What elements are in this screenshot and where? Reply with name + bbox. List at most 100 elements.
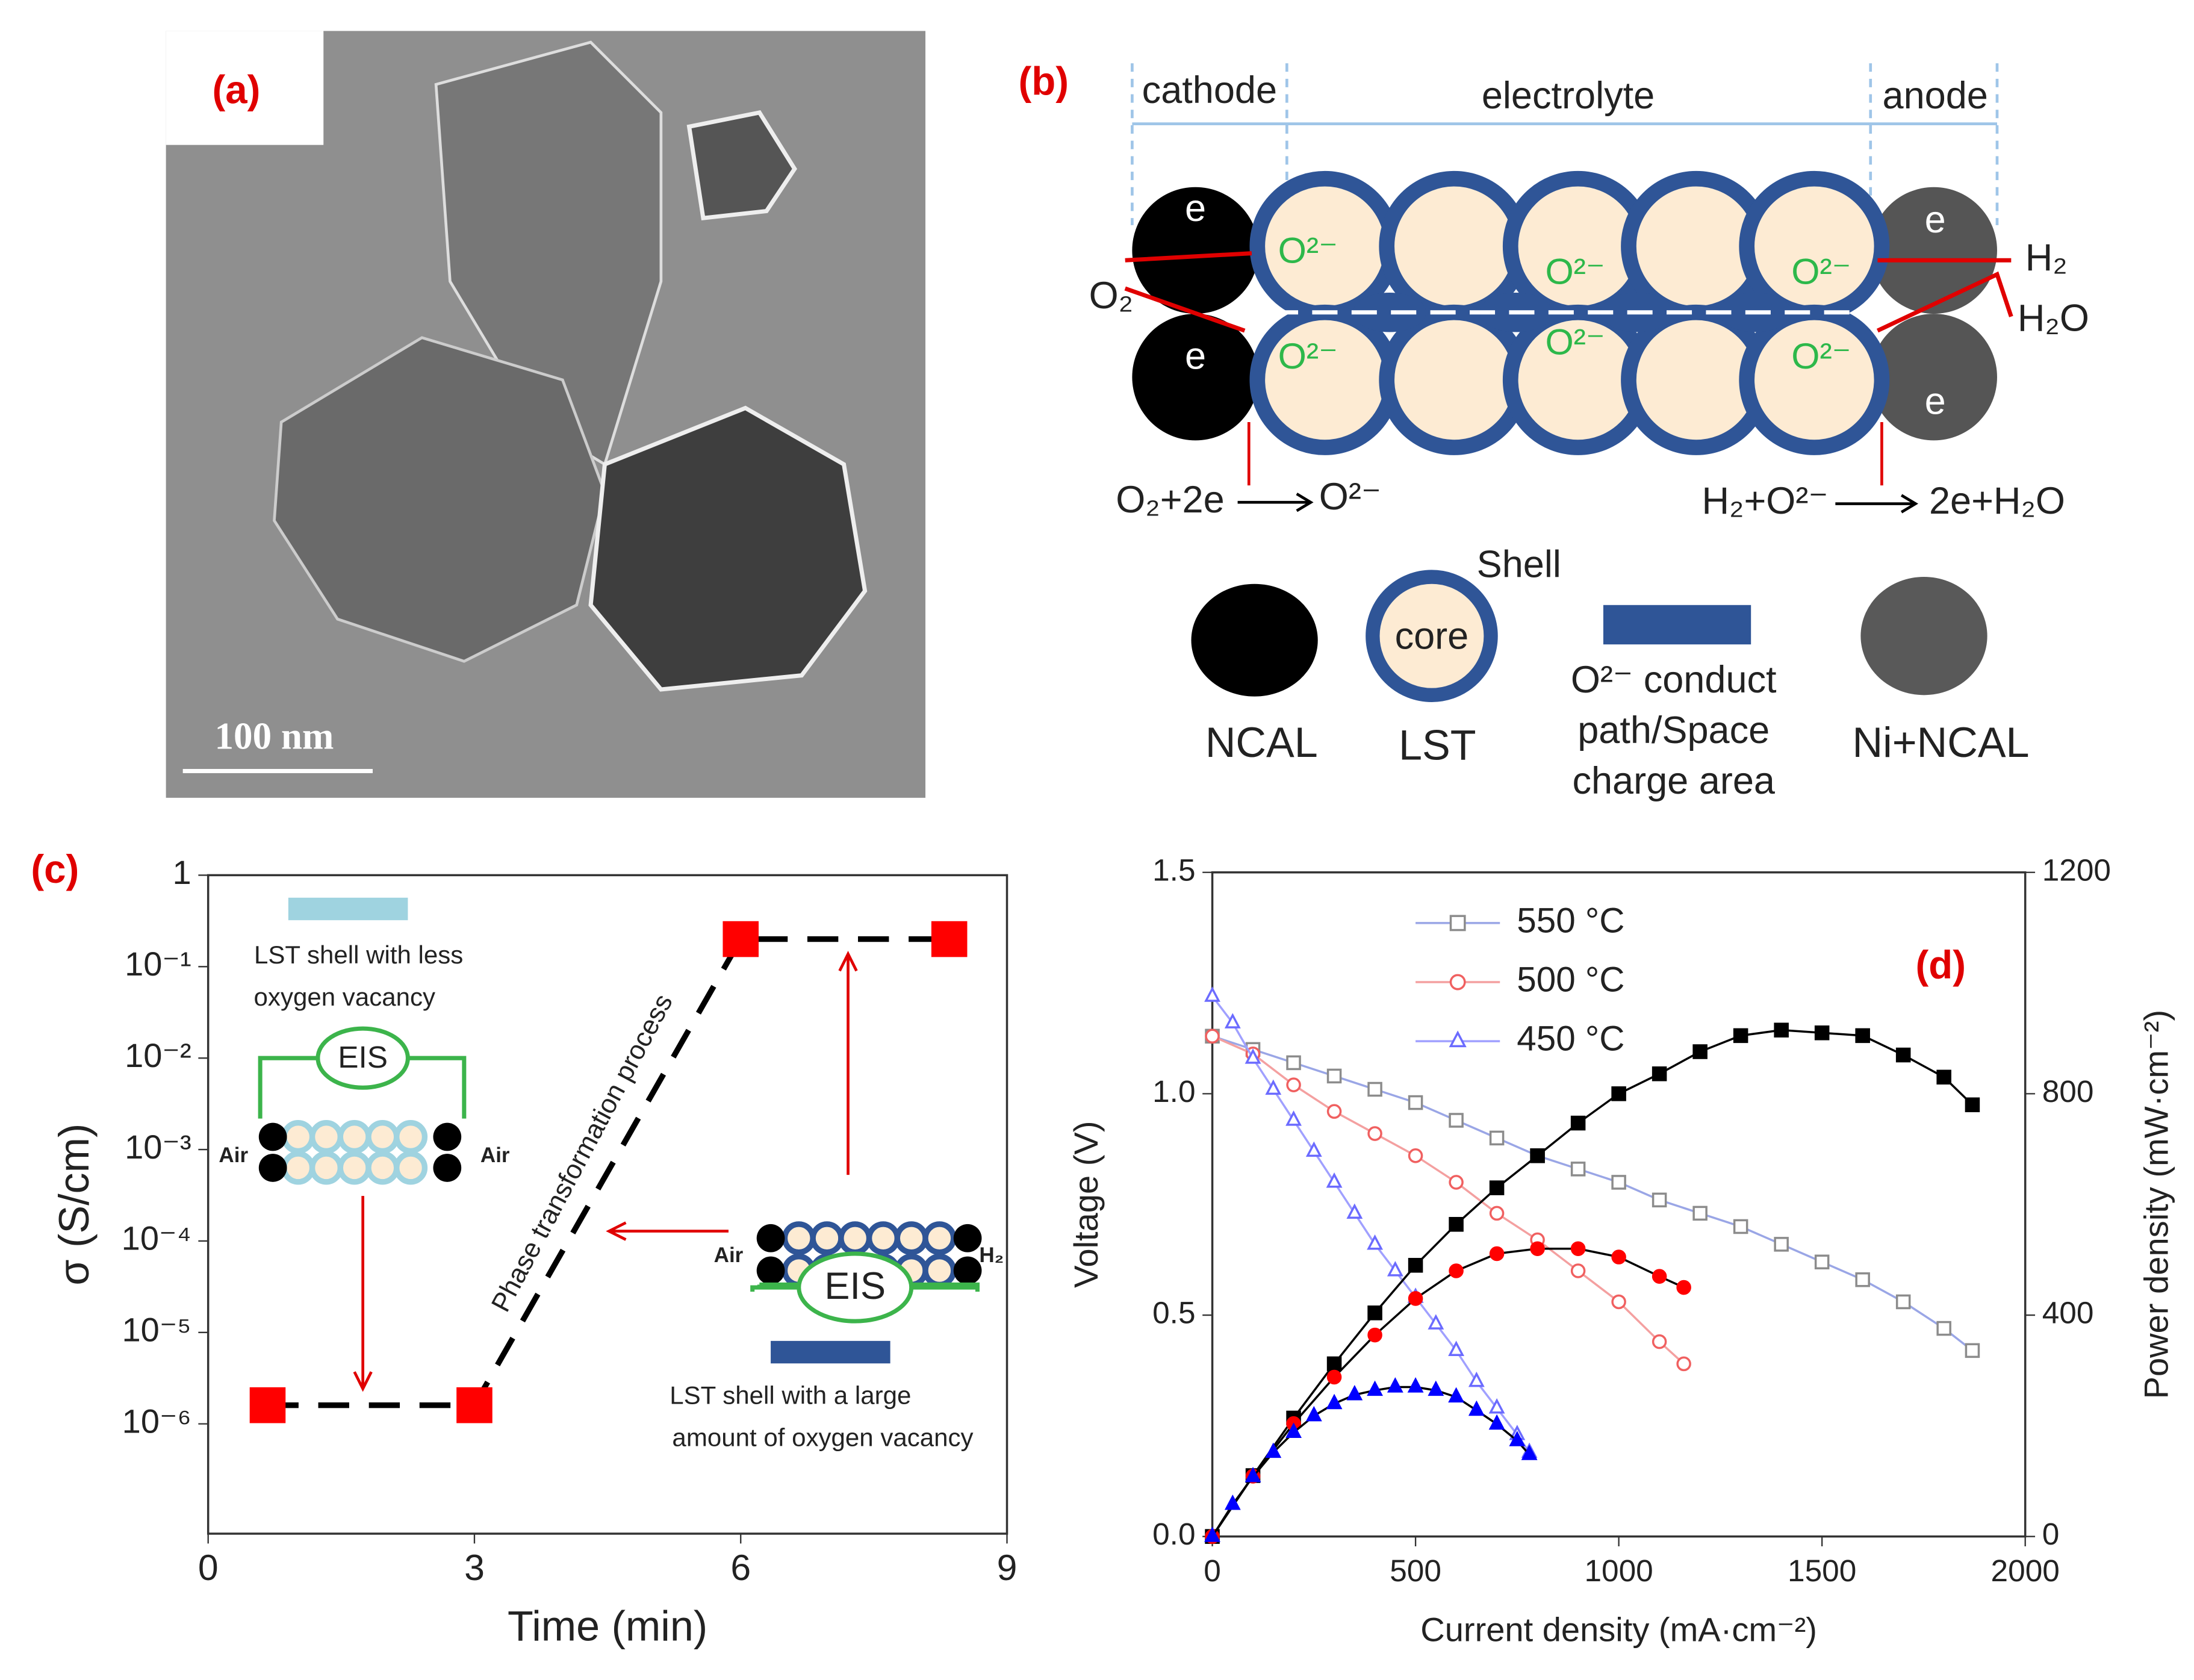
panel-label: (d)	[1915, 943, 1966, 987]
x-tick-label: 3	[464, 1547, 485, 1588]
marker	[1692, 1044, 1708, 1059]
marker	[1570, 1241, 1586, 1256]
legend-ncal	[1191, 583, 1318, 697]
legend-text: O²⁻ conduct	[1571, 659, 1777, 701]
marker	[1367, 1380, 1383, 1396]
particle	[434, 40, 663, 467]
marker	[1676, 1280, 1691, 1295]
marker	[1407, 1377, 1424, 1393]
marker	[1489, 1180, 1505, 1195]
y-tick-label: 1.0	[1152, 1074, 1195, 1109]
reaction: H₂+O²⁻	[1701, 480, 1828, 522]
ion: O²⁻	[1791, 251, 1851, 292]
marker	[1489, 1246, 1505, 1262]
reaction: 2e+H₂O	[1929, 480, 2065, 522]
x-tick-label: 1000	[1584, 1553, 1653, 1588]
marker	[1367, 1081, 1382, 1097]
particle	[273, 336, 606, 663]
ion: O²⁻	[1278, 230, 1338, 271]
electron: e	[1925, 199, 1946, 241]
scale-bar-label: 100 nm	[215, 715, 334, 758]
legend-ni	[1860, 577, 1987, 695]
marker	[1774, 1237, 1789, 1252]
marker	[1265, 1442, 1282, 1458]
beads	[281, 1119, 428, 1185]
marker	[1733, 1028, 1748, 1044]
annotation: LST shell with less	[254, 941, 463, 969]
marker	[1488, 1414, 1505, 1430]
y-tick-label: 0.5	[1152, 1295, 1195, 1330]
series-line	[1211, 1035, 1974, 1352]
ion: O²⁻	[1545, 251, 1605, 292]
marker	[1224, 1494, 1241, 1510]
reaction-arrow	[1237, 493, 1314, 512]
reaction-arrow	[1835, 494, 1919, 514]
marker	[1530, 1148, 1545, 1163]
legend-label: 550 °C	[1517, 901, 1624, 940]
electron: e	[1185, 187, 1206, 229]
legend-label: 450 °C	[1517, 1019, 1624, 1059]
marker	[1774, 1022, 1789, 1038]
marker	[1286, 1055, 1301, 1071]
region-label: cathode	[1142, 69, 1277, 111]
swatch	[288, 897, 408, 921]
marker	[1265, 1079, 1282, 1095]
panel-c-insets: LST shell with less oxygen vacancy EIS A…	[219, 897, 1004, 1452]
legend-marker	[1449, 915, 1466, 932]
marker	[1611, 1175, 1626, 1190]
marker	[1286, 1077, 1301, 1092]
plot-frame	[207, 874, 1008, 1535]
marker	[249, 1387, 286, 1423]
legend-text: core	[1395, 615, 1469, 658]
marker	[1305, 1141, 1322, 1157]
gas: H₂O	[2018, 297, 2089, 339]
marker	[1489, 1206, 1505, 1221]
y-tick-label: 10⁻⁶	[122, 1402, 191, 1440]
gas: O₂	[1089, 275, 1134, 317]
marker	[1204, 1526, 1220, 1542]
x-tick-label: 6	[730, 1547, 751, 1588]
marker	[1449, 1175, 1464, 1190]
marker	[1570, 1263, 1586, 1278]
marker	[1448, 1340, 1465, 1356]
marker	[1611, 1294, 1626, 1310]
marker	[1305, 1405, 1322, 1422]
y2-tick-label: 400	[2042, 1295, 2094, 1330]
legend-label: 500 °C	[1517, 960, 1624, 999]
ion: O²⁻	[1545, 322, 1605, 362]
marker	[1408, 1148, 1423, 1163]
marker	[1468, 1400, 1485, 1416]
y-tick-label: 0.0	[1152, 1516, 1195, 1551]
y-tick-label: 1.5	[1152, 852, 1195, 887]
marker	[1204, 986, 1220, 1002]
x-tick-label: 2000	[1991, 1553, 2060, 1588]
marker	[723, 921, 759, 957]
panel-label: (a)	[212, 67, 260, 111]
marker	[1387, 1377, 1403, 1393]
legend-text: Shell	[1477, 543, 1561, 585]
annotation: Air	[219, 1143, 248, 1167]
marker	[1895, 1294, 1911, 1310]
x-tick-label: 500	[1390, 1553, 1441, 1588]
panel-label: (b)	[1018, 59, 1069, 103]
y-tick-label: 10⁻¹	[125, 945, 191, 983]
marker	[1326, 1068, 1342, 1084]
marker	[1692, 1206, 1708, 1221]
circuit	[750, 1285, 980, 1292]
y-axis-label: Voltage (V)	[1067, 1121, 1105, 1287]
marker	[1733, 1219, 1748, 1234]
marker	[1326, 1104, 1342, 1119]
marker	[456, 1387, 493, 1423]
marker	[1449, 1263, 1464, 1278]
legend-text: charge area	[1572, 760, 1775, 802]
legend-path	[1603, 605, 1751, 645]
marker	[1224, 1013, 1241, 1028]
marker	[1346, 1203, 1363, 1219]
marker	[1449, 1113, 1464, 1128]
marker	[1855, 1028, 1870, 1044]
annotation: EIS	[824, 1265, 886, 1307]
x-tick-label: 0	[1204, 1553, 1221, 1588]
ion: O²⁻	[1791, 335, 1851, 376]
marker	[1965, 1343, 1980, 1358]
annotation: oxygen vacancy	[254, 983, 435, 1011]
